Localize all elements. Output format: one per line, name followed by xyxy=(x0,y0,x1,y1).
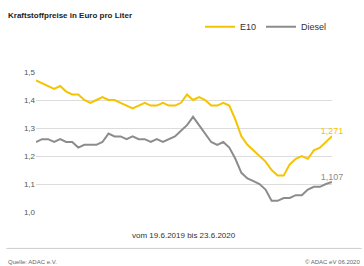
svg-text:1,2: 1,2 xyxy=(24,152,36,161)
svg-text:1,107: 1,107 xyxy=(321,172,344,182)
svg-text:1,4: 1,4 xyxy=(24,96,36,105)
svg-text:1,5: 1,5 xyxy=(24,68,36,77)
svg-text:E10: E10 xyxy=(240,22,256,32)
svg-text:1,3: 1,3 xyxy=(24,124,36,133)
svg-text:Diesel: Diesel xyxy=(301,22,326,32)
svg-text:vom 19.6.2019 bis 23.6.2020: vom 19.6.2019 bis 23.6.2020 xyxy=(132,231,236,240)
svg-text:Kraftstoffpreise in Euro pro L: Kraftstoffpreise in Euro pro Liter xyxy=(8,11,132,20)
svg-text:Quelle: ADAC e.V.: Quelle: ADAC e.V. xyxy=(8,259,57,265)
svg-text:1,1: 1,1 xyxy=(24,180,36,189)
svg-text:1,271: 1,271 xyxy=(321,126,344,136)
svg-text:1,0: 1,0 xyxy=(24,208,36,217)
svg-text:© ADAC eV 06.2020: © ADAC eV 06.2020 xyxy=(305,259,360,265)
